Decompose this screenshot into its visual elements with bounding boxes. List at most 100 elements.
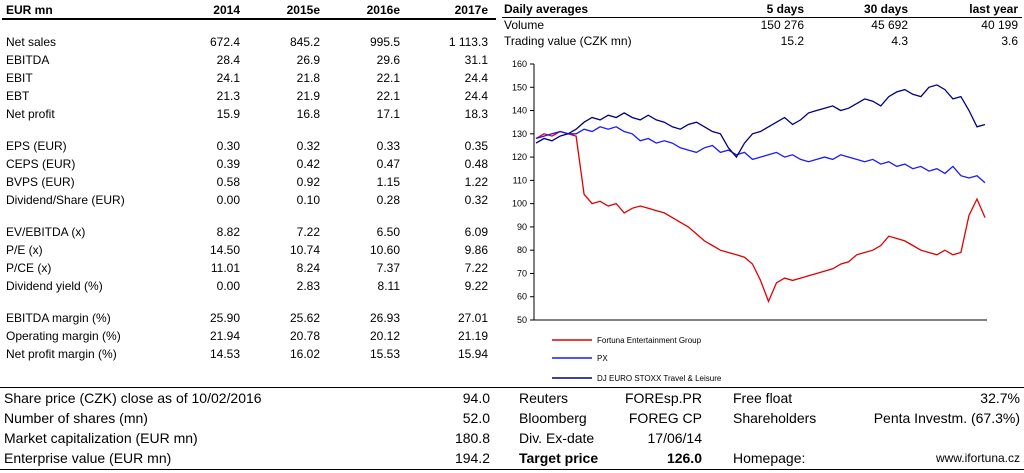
financials-cell: 21.8 <box>296 71 320 85</box>
financials-cell: 24.1 <box>216 71 240 85</box>
financials-cell: 8.82 <box>216 225 240 239</box>
bottom-top-rule <box>0 387 1024 388</box>
daily-averages-value: 150 276 <box>760 18 804 32</box>
market-cap-value: 180.8 <box>454 430 490 446</box>
financials-cell: 16.02 <box>289 347 320 361</box>
financials-header-year: 2015e <box>286 3 320 17</box>
financials-row: Operating margin (%) 21.94 20.78 20.12 21.19 <box>2 328 496 344</box>
financials-cell: 29.6 <box>376 53 400 67</box>
financials-row-label: CEPS (EUR) <box>6 157 76 171</box>
financials-cell: 10.60 <box>369 243 400 257</box>
y-tick-label: 90 <box>517 222 527 232</box>
financials-cell: 0.48 <box>464 157 488 171</box>
financials-row: Dividend/Share (EUR) 0.00 0.10 0.28 0.32 <box>2 192 496 208</box>
y-tick-label: 60 <box>517 292 527 302</box>
financials-row: EBT 21.3 21.9 22.1 24.4 <box>2 88 496 104</box>
financials-cell: 2.83 <box>296 279 320 293</box>
financials-cell: 7.22 <box>464 261 488 275</box>
homepage-link[interactable]: www.ifortuna.cz <box>935 451 1020 465</box>
financials-cell: 1.22 <box>464 175 488 189</box>
y-tick-label: 120 <box>512 152 527 162</box>
financials-row: P/E (x) 14.50 10.74 10.60 9.86 <box>2 242 496 258</box>
y-tick-label: 140 <box>512 106 527 116</box>
financials-cell: 1 113.3 <box>448 35 488 49</box>
financials-row: Net profit margin (%) 14.53 16.02 15.53 15.9… <box>2 346 496 362</box>
financials-cell: 1.15 <box>376 175 400 189</box>
financials-cell: 25.90 <box>209 311 240 325</box>
daily-averages-row-volume: Volume 150 276 45 692 40 199 <box>502 18 1022 32</box>
daily-averages-col: 30 days <box>863 2 908 16</box>
target-price-value: 126.0 <box>666 450 702 466</box>
financials-cell: 0.58 <box>216 175 240 189</box>
daily-averages-value: 15.2 <box>780 34 804 48</box>
financials-row-label: BVPS (EUR) <box>6 175 75 189</box>
financials-cell: 15.53 <box>369 347 400 361</box>
financials-cell: 0.00 <box>216 193 240 207</box>
financials-cell: 26.9 <box>296 53 320 67</box>
financials-cell: 21.9 <box>296 89 320 103</box>
series-line-1 <box>535 126 986 184</box>
financials-row: EBITDA margin (%) 25.90 25.62 26.93 27.01 <box>2 310 496 326</box>
financials-row: Net profit 15.9 16.8 17.1 18.3 <box>2 106 496 122</box>
financials-row-label: P/E (x) <box>6 243 43 257</box>
bottom-info: Share price (CZK) close as of 10/02/2016… <box>0 388 1024 473</box>
financials-cell: 21.3 <box>216 89 240 103</box>
financials-cell: 845.2 <box>289 35 320 49</box>
financials-cell: 15.94 <box>457 347 488 361</box>
financials-header-year: 2016e <box>366 3 400 17</box>
financials-cell: 6.50 <box>376 225 400 239</box>
free-float-label: Free float <box>733 390 793 406</box>
y-tick-label: 70 <box>517 268 527 278</box>
financials-row-label: P/CE (x) <box>6 261 52 275</box>
financials-cell: 20.78 <box>289 329 320 343</box>
financials-header-year: 2014 <box>213 3 240 17</box>
shareholders-value: Penta Investm. (67.3%) <box>873 410 1020 426</box>
financials-row-label: Dividend yield (%) <box>6 279 103 293</box>
y-tick-label: 110 <box>513 175 527 185</box>
reuters-value: FOREsp.PR <box>624 390 702 406</box>
bloomberg-label: Bloomberg <box>519 410 587 426</box>
financials-cell: 21.19 <box>457 329 488 343</box>
financials-header-label: EUR mn <box>6 3 53 17</box>
financials-cell: 14.53 <box>209 347 240 361</box>
daily-averages-title: Daily averages <box>504 2 589 16</box>
homepage-label: Homepage: <box>733 450 806 466</box>
shares-value: 52.0 <box>462 410 490 426</box>
financials-cell: 0.35 <box>464 139 488 153</box>
financials-row-label: EBIT <box>6 71 33 85</box>
financials-cell: 9.22 <box>464 279 488 293</box>
enterprise-value-label: Enterprise value (EUR mn) <box>4 450 172 466</box>
daily-averages-header: Daily averages 5 days 30 days last year <box>502 2 1022 16</box>
financials-cell: 21.94 <box>209 329 240 343</box>
div-ex-date-value: 17/06/14 <box>647 430 703 446</box>
reuters-label: Reuters <box>519 390 569 406</box>
financials-cell: 0.00 <box>216 279 240 293</box>
financials-cell: 0.28 <box>376 193 400 207</box>
market-cap-label: Market capitalization (EUR mn) <box>4 430 198 446</box>
financials-cell: 672.4 <box>209 35 240 49</box>
financials-cell: 0.32 <box>464 193 488 207</box>
financials-cell: 0.32 <box>296 139 320 153</box>
y-tick-label: 50 <box>517 315 527 325</box>
financials-cell: 22.1 <box>376 89 400 103</box>
financials-row-label: EBITDA <box>6 53 50 67</box>
daily-averages-col: 5 days <box>766 2 804 16</box>
financials-cell: 14.50 <box>209 243 240 257</box>
financials-row: P/CE (x) 11.01 8.24 7.37 7.22 <box>2 260 496 276</box>
y-tick-label: 80 <box>517 245 527 255</box>
share-price-value: 94.0 <box>462 390 490 406</box>
financials-row-label: EBITDA margin (%) <box>6 311 111 325</box>
financials-cell: 6.09 <box>464 225 488 239</box>
financials-row-label: Net profit <box>6 107 55 121</box>
financials-row-label: Dividend/Share (EUR) <box>6 193 125 207</box>
financials-cell: 31.1 <box>464 53 488 67</box>
financials-cell: 0.42 <box>296 157 320 171</box>
financials-row: CEPS (EUR) 0.39 0.42 0.47 0.48 <box>2 156 496 172</box>
target-price-label: Target price <box>519 450 599 466</box>
series-line-2 <box>535 84 986 159</box>
financials-row: BVPS (EUR) 0.58 0.92 1.15 1.22 <box>2 174 496 190</box>
financials-row-label: EPS (EUR) <box>6 139 67 153</box>
daily-averages-value: 3.6 <box>1001 34 1018 48</box>
financials-cell: 8.24 <box>296 261 320 275</box>
y-tick-label: 150 <box>512 82 527 92</box>
